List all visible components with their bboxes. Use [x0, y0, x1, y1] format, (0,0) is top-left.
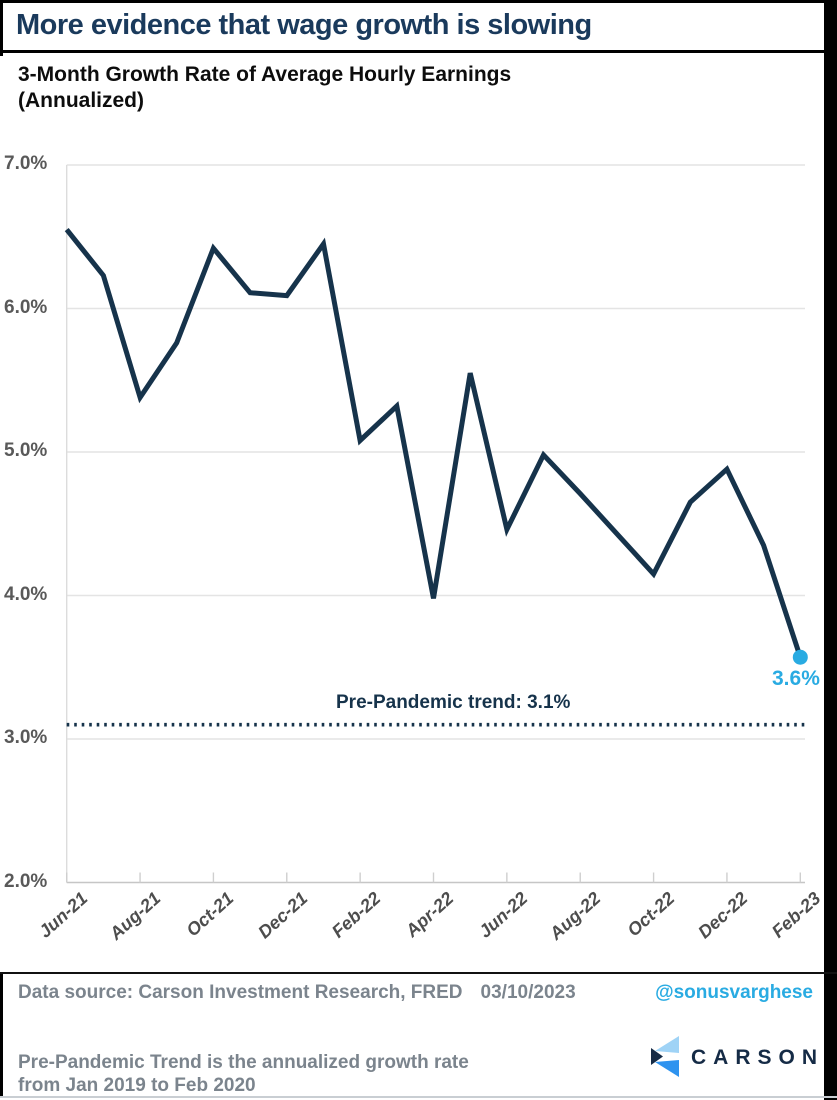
footer-separator-line: [0, 972, 837, 974]
chart-title: 3-Month Growth Rate of Average Hourly Ea…: [18, 62, 718, 114]
chart-title-line2: (Annualized): [18, 89, 144, 112]
end-point-label: 3.6%: [772, 667, 820, 690]
border-top: [0, 0, 837, 3]
border-left-title: [0, 0, 3, 56]
carson-logo: CARSON: [651, 1036, 821, 1078]
footnote-line1: Pre-Pandemic Trend is the annualized gro…: [18, 1052, 469, 1073]
twitter-handle[interactable]: @sonusvarghese: [655, 982, 813, 1003]
carson-logo-mark: [651, 1036, 679, 1077]
end-point-dot: [792, 649, 808, 665]
y-axis-label-3.0%: 3.0%: [4, 727, 48, 748]
title-separator-line: [0, 50, 837, 53]
page-title: More evidence that wage growth is slowin…: [16, 9, 592, 41]
footnote: Pre-Pandemic Trend is the annualized gro…: [18, 1051, 498, 1097]
footnote-line2: from Jan 2019 to Feb 2020: [18, 1075, 256, 1096]
report-date: 03/10/2023: [480, 982, 576, 1003]
y-axis-label-2.0%: 2.0%: [4, 870, 48, 892]
border-bottom: [0, 1096, 837, 1098]
border-left-footer: [0, 974, 3, 1096]
data-source-text: Data source: Carson Investment Research,…: [18, 982, 463, 1003]
carson-logo-text: CARSON: [691, 1046, 825, 1069]
trend-line-label: Pre-Pandemic trend: 3.1%: [336, 692, 571, 713]
data-source-row: Data source: Carson Investment Research,…: [18, 982, 638, 1004]
y-axis-label-7.0%: 7.0%: [4, 153, 48, 174]
border-right-band: [824, 0, 837, 1100]
y-axis-label-6.0%: 6.0%: [4, 296, 48, 318]
y-axis-label-5.0%: 5.0%: [4, 440, 48, 461]
wage-growth-line: [64, 228, 803, 658]
y-axis-label-4.0%: 4.0%: [4, 583, 48, 605]
chart-title-line1: 3-Month Growth Rate of Average Hourly Ea…: [18, 63, 512, 86]
